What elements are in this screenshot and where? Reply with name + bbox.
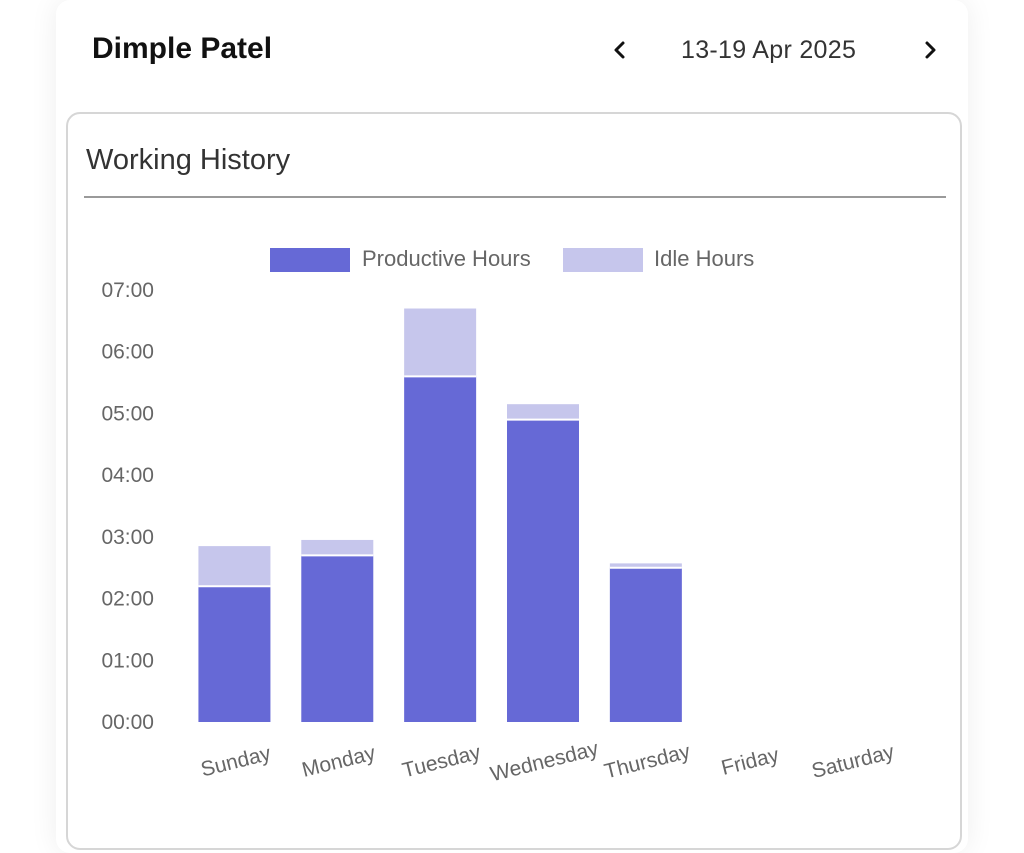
chevron-left-icon xyxy=(614,41,625,59)
bar-sunday-productive[interactable] xyxy=(198,586,271,722)
y-tick-label: 03:00 xyxy=(101,526,154,549)
user-name: Dimple Patel xyxy=(92,32,273,65)
bar-monday-productive[interactable] xyxy=(301,555,374,722)
next-week-button[interactable] xyxy=(910,30,950,70)
legend-swatch-productive xyxy=(270,248,350,272)
y-axis: 00:00 01:00 02:00 03:00 04:00 05:00 06:00 07:00 xyxy=(101,279,154,734)
chart-legend: Productive Hours Idle Hours xyxy=(270,246,754,272)
card-title: Working History xyxy=(86,144,291,176)
bar-group xyxy=(198,308,682,722)
y-tick-label: 04:00 xyxy=(101,464,154,487)
bar-thursday-productive[interactable] xyxy=(609,567,682,722)
bar-sunday-idle[interactable] xyxy=(198,546,271,587)
chevron-right-icon xyxy=(925,41,936,59)
y-tick-label: 07:00 xyxy=(101,279,154,302)
bar-monday-idle[interactable] xyxy=(301,539,374,556)
bar-wednesday-idle[interactable] xyxy=(507,404,579,420)
x-tick-label: Thursday xyxy=(602,740,693,784)
x-tick-label: Friday xyxy=(719,743,782,780)
card-divider xyxy=(84,196,946,198)
legend-swatch-idle xyxy=(563,248,643,272)
x-axis: Sunday Monday Tuesday Wednesday Thursday Frid… xyxy=(199,737,898,786)
bar-tuesday-idle[interactable] xyxy=(404,308,477,377)
y-tick-label: 00:00 xyxy=(101,711,154,734)
x-tick-label: Saturday xyxy=(809,740,897,783)
bar-thursday-idle[interactable] xyxy=(609,563,682,568)
y-tick-label: 05:00 xyxy=(101,402,154,425)
legend-label[interactable]: Idle Hours xyxy=(654,246,754,271)
y-tick-label: 02:00 xyxy=(101,588,154,611)
y-tick-label: 06:00 xyxy=(101,341,154,364)
x-tick-label: Monday xyxy=(300,741,379,782)
week-navigator: 13-19 Apr 2025 xyxy=(600,30,950,74)
legend-label[interactable]: Productive Hours xyxy=(362,246,531,271)
previous-week-button[interactable] xyxy=(600,30,640,70)
bar-tuesday-productive[interactable] xyxy=(404,376,477,722)
x-tick-label: Sunday xyxy=(199,742,274,782)
week-range-label: 13-19 Apr 2025 xyxy=(681,36,857,64)
x-tick-label: Wednesday xyxy=(488,737,601,786)
x-tick-label: Tuesday xyxy=(400,741,483,783)
bar-wednesday-productive[interactable] xyxy=(507,419,579,722)
y-tick-label: 01:00 xyxy=(101,649,154,672)
